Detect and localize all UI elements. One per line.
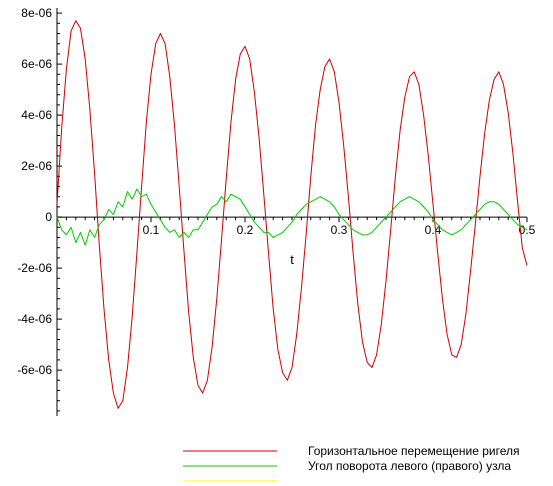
x-minor-ticks [65,217,528,223]
y-tick-label: -4e-06 [17,312,52,326]
y-tick-label: 6e-06 [21,57,52,71]
x-axis-label: t [290,252,294,267]
x-tick-label: 0.5 [519,223,536,237]
series-line-2 [56,188,528,246]
x-tick-label: 0.1 [143,223,160,237]
x-tick-label: 0.3 [331,223,348,237]
y-tick-label: 0 [45,210,52,224]
x-tick-label: 0.4 [425,223,442,237]
legend-label: Горизонтальное перемещение ригеля [308,444,519,458]
x-tick-label: 0.2 [237,223,254,237]
y-tick-label: 2e-06 [21,159,52,173]
y-tick-labels: 8e-06 6e-06 4e-06 2e-06 0 -2e-06 -4e-06 -6e-06 [17,6,52,377]
series-layer [56,20,528,409]
y-tick-label: 8e-06 [21,6,52,20]
axes [56,8,528,416]
x-tick-labels: 0.1 0.2 0.3 0.4 0.5 [143,223,536,237]
y-minor-ticks [57,12,62,412]
y-tick-label: 4e-06 [21,108,52,122]
y-tick-label: -2e-06 [17,261,52,275]
legend-label: Угол поворота левого (правого) узла [308,459,511,473]
y-tick-label: -6e-06 [17,363,52,377]
series-line-1 [56,20,528,409]
